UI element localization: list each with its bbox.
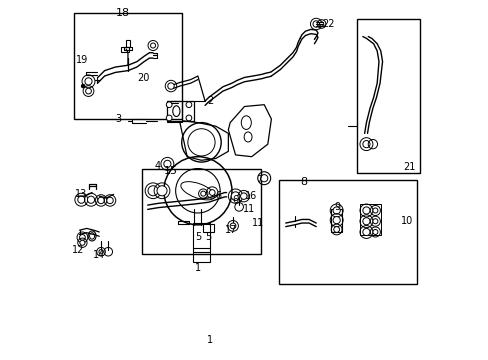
Text: 8: 8 — [300, 177, 306, 187]
Circle shape — [85, 78, 92, 85]
Bar — [330, 209, 341, 232]
Text: 20: 20 — [137, 73, 149, 83]
Circle shape — [78, 196, 85, 203]
Circle shape — [166, 115, 172, 121]
Text: 12: 12 — [71, 245, 84, 255]
Text: 19: 19 — [76, 55, 88, 65]
Text: 11: 11 — [251, 218, 264, 228]
Text: 10: 10 — [400, 216, 413, 226]
Circle shape — [157, 186, 167, 196]
Circle shape — [260, 175, 267, 182]
Text: 2: 2 — [206, 96, 213, 106]
Text: 14: 14 — [93, 250, 105, 260]
Text: 11: 11 — [242, 204, 254, 214]
Text: 6: 6 — [231, 195, 238, 205]
Circle shape — [80, 234, 85, 240]
Text: 7: 7 — [256, 175, 262, 185]
Circle shape — [201, 191, 205, 196]
Text: 22: 22 — [322, 19, 334, 29]
Bar — [142, 169, 260, 253]
Circle shape — [372, 229, 377, 234]
Text: 1: 1 — [194, 263, 201, 273]
Text: 15: 15 — [163, 166, 178, 176]
Bar — [359, 204, 381, 234]
Bar — [126, 40, 129, 47]
Circle shape — [231, 192, 239, 201]
Circle shape — [372, 208, 377, 213]
Circle shape — [333, 226, 339, 232]
Text: 18: 18 — [115, 8, 129, 18]
Text: 16: 16 — [244, 191, 256, 201]
Circle shape — [150, 43, 155, 48]
Circle shape — [185, 115, 191, 121]
Text: 5: 5 — [194, 232, 201, 242]
Circle shape — [319, 22, 323, 26]
Circle shape — [230, 223, 235, 229]
Bar — [203, 224, 214, 232]
Text: 21: 21 — [403, 162, 415, 172]
Text: 6: 6 — [215, 191, 222, 201]
Circle shape — [362, 140, 369, 148]
Text: 4: 4 — [154, 161, 160, 171]
Text: 17: 17 — [224, 225, 237, 235]
Text: 9: 9 — [333, 202, 339, 212]
Bar — [192, 223, 210, 262]
Bar — [357, 19, 419, 173]
Circle shape — [362, 228, 369, 235]
Text: 1: 1 — [207, 334, 213, 345]
Circle shape — [106, 197, 113, 204]
Circle shape — [80, 240, 85, 245]
Text: 5: 5 — [205, 232, 211, 242]
Circle shape — [362, 218, 369, 225]
Circle shape — [240, 193, 246, 199]
Circle shape — [148, 186, 158, 196]
Bar — [121, 47, 128, 51]
Circle shape — [332, 207, 340, 214]
Circle shape — [87, 196, 94, 203]
Text: 13: 13 — [75, 189, 87, 199]
Circle shape — [85, 88, 91, 94]
Circle shape — [163, 160, 171, 167]
Circle shape — [209, 190, 215, 195]
Circle shape — [372, 219, 377, 224]
Circle shape — [185, 102, 191, 108]
Circle shape — [312, 21, 319, 27]
Circle shape — [166, 102, 172, 108]
Circle shape — [99, 249, 103, 254]
Circle shape — [167, 83, 174, 89]
Bar — [278, 180, 416, 284]
Circle shape — [81, 84, 85, 88]
Circle shape — [362, 207, 369, 214]
Circle shape — [332, 217, 340, 224]
Circle shape — [98, 197, 104, 204]
Bar — [74, 13, 182, 119]
Text: 3: 3 — [115, 114, 122, 124]
Bar — [167, 101, 194, 121]
